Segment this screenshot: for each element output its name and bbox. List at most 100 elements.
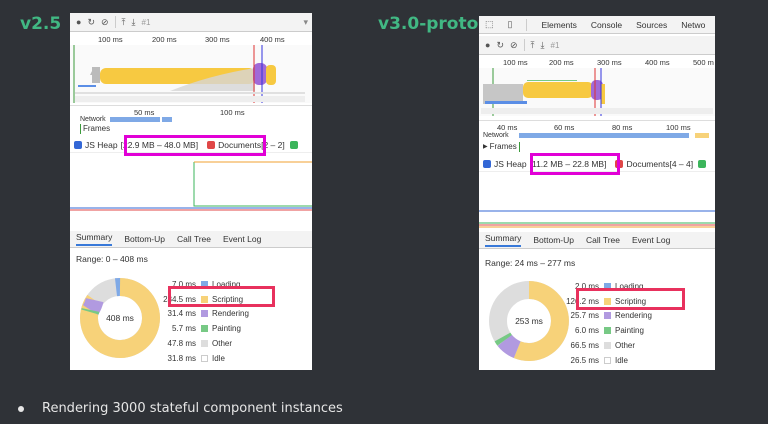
right-frames-row[interactable]: ▶ Frames	[483, 141, 520, 152]
legend-row-painting: 6.0 ms Painting	[574, 326, 644, 336]
ruler-tick-label: 100 ms	[98, 35, 123, 44]
js-heap-checkbox[interactable]	[483, 160, 491, 168]
left-overview-ruler: 100 ms 200 ms 300 ms 400 ms	[70, 33, 312, 45]
ruler-tick-label: 400 ms	[645, 58, 670, 67]
left-devtools-panel: ● ↻ ⊘ ⤒ ⤓ #1 ▾ 100 ms 200 ms 300 ms 400 …	[70, 13, 312, 370]
js-heap-range: [11.2 MB – 22.8 MB]	[529, 159, 607, 169]
nodes-checkbox[interactable]	[289, 141, 298, 149]
right-summary-donut: 253 ms	[487, 279, 571, 363]
left-frames-row[interactable]: Frames	[80, 123, 110, 134]
reload-icon[interactable]: ↻	[496, 39, 504, 50]
devtools-tab-sources[interactable]: Sources	[636, 19, 668, 30]
right-overview-ruler: 100 ms 200 ms 300 ms 400 ms 500 m	[479, 56, 715, 68]
legend-row-other: 47.8 ms Other	[167, 339, 233, 349]
devtools-tab-network[interactable]: Netwo	[681, 19, 706, 30]
ruler-tick-label: 300 ms	[205, 35, 230, 44]
right-devtools-panel: ⬚ ▯ Elements Console Sources Netwo ● ↻ ⊘…	[479, 16, 715, 370]
right-summary-legend: 2.0 ms Loading 126.2 ms Scripting 25.7 ms R…	[559, 279, 652, 368]
devtools-tab-elements[interactable]: Elements	[541, 19, 577, 30]
right-version-title: v3.0-proto	[378, 14, 479, 34]
left-toolbar: ● ↻ ⊘ ⤒ ⤓ #1 ▾	[70, 13, 312, 32]
legend-row-idle: 26.5 ms Idle	[570, 355, 628, 365]
slide-bullet: Rendering 3000 stateful component instan…	[18, 401, 343, 416]
tab-call-tree[interactable]: Call Tree	[586, 235, 621, 245]
left-summary-donut: 408 ms	[78, 276, 162, 360]
download-icon[interactable]: ⤓	[131, 16, 136, 27]
left-range-label: Range: 0 – 408 ms	[76, 254, 148, 264]
clear-icon[interactable]: ⊘	[509, 39, 518, 50]
dropdown-icon[interactable]: ▾	[303, 16, 308, 27]
left-detail-ruler: 50 ms 100 ms	[70, 105, 312, 118]
ruler-tick-label: 500 m	[693, 58, 714, 67]
tab-bottom-up[interactable]: Bottom-Up	[533, 235, 574, 245]
left-memory-counters: JS Heap [22.9 MB – 48.0 MB] Documents[2 …	[70, 138, 312, 153]
right-bottom-tabs: Summary Bottom-Up Call Tree Event Log	[479, 232, 715, 249]
donut-total: 253 ms	[515, 316, 543, 326]
recording-counter[interactable]: #1	[141, 17, 151, 27]
ruler-tick-label: 50 ms	[134, 108, 155, 117]
tab-event-log[interactable]: Event Log	[223, 234, 262, 244]
tab-summary[interactable]: Summary	[76, 232, 113, 246]
left-bottom-tabs: Summary Bottom-Up Call Tree Event Log	[70, 231, 312, 248]
upload-icon[interactable]: ⤒	[121, 16, 126, 27]
ruler-tick-label: 100 ms	[503, 58, 528, 67]
legend-row-idle: 31.8 ms Idle	[167, 353, 225, 363]
devtools-tab-console[interactable]: Console	[590, 19, 623, 30]
frames-label: Frames	[489, 142, 517, 151]
right-devtools-tabbar: ⬚ ▯ Elements Console Sources Netwo	[479, 16, 715, 34]
documents-label: Documents[4 – 4]	[626, 159, 694, 169]
network-label: Network	[80, 116, 106, 123]
right-overview-chart	[479, 68, 715, 116]
scripting-highlight-box	[168, 286, 275, 307]
documents-checkbox[interactable]	[207, 141, 216, 149]
toolbar-divider	[526, 18, 528, 31]
device-icon[interactable]: ▯	[507, 19, 513, 29]
ruler-tick-label: 80 ms	[612, 123, 633, 132]
left-network-row[interactable]: Network	[70, 116, 312, 123]
legend-row-painting: 5.7 ms Painting	[171, 324, 241, 334]
ruler-tick-label: 40 ms	[497, 123, 518, 132]
legend-row-loading: 2.0 ms Loading	[574, 281, 644, 291]
toolbar-divider	[114, 16, 116, 28]
ruler-tick-label: 60 ms	[554, 123, 575, 132]
tab-summary[interactable]: Summary	[485, 233, 522, 247]
ruler-tick-label: 200 ms	[152, 35, 177, 44]
left-timeline-overview[interactable]	[70, 45, 312, 103]
inspect-icon[interactable]: ⬚	[485, 19, 494, 29]
left-summary-legend: 7.0 ms Loading 284.5 ms Scripting 31.4 ms R…	[156, 277, 249, 366]
donut-total: 408 ms	[106, 313, 134, 323]
scripting-highlight-box	[576, 288, 685, 310]
right-range-label: Range: 24 ms – 277 ms	[485, 258, 576, 268]
nodes-checkbox[interactable]	[698, 160, 707, 168]
record-icon[interactable]: ●	[76, 16, 82, 27]
right-timeline-overview[interactable]	[479, 68, 715, 116]
toolbar-divider	[523, 39, 525, 51]
bullet-dot-icon	[18, 405, 24, 412]
documents-label: Documents[2 – 2]	[218, 140, 285, 150]
upload-icon[interactable]: ⤒	[530, 39, 535, 50]
right-network-row[interactable]: Network	[479, 132, 715, 139]
js-heap-label: JS Heap	[85, 140, 118, 150]
ruler-tick-label: 200 ms	[549, 58, 574, 67]
js-heap-label: JS Heap	[494, 159, 527, 169]
js-heap-checkbox[interactable]	[74, 141, 82, 149]
bullet-text: Rendering 3000 stateful component instan…	[42, 401, 343, 416]
right-detail-ruler: 40 ms 60 ms 80 ms 100 ms	[479, 120, 715, 133]
legend-row-scripting: 284.5 ms Scripting	[163, 294, 244, 304]
reload-icon[interactable]: ↻	[87, 16, 95, 27]
download-icon[interactable]: ⤓	[540, 39, 545, 50]
ruler-tick-label: 400 ms	[260, 35, 285, 44]
expand-icon[interactable]: ▶	[483, 144, 488, 150]
legend-row-rendering: 31.4 ms Rendering	[167, 309, 249, 319]
tab-bottom-up[interactable]: Bottom-Up	[124, 234, 165, 244]
clear-icon[interactable]: ⊘	[100, 16, 109, 27]
left-memory-graph	[70, 154, 312, 224]
legend-row-loading: 7.0 ms Loading	[171, 279, 241, 289]
recording-counter[interactable]: #1	[550, 40, 560, 50]
heap-highlight-box	[530, 153, 620, 175]
tab-call-tree[interactable]: Call Tree	[177, 234, 212, 244]
record-icon[interactable]: ●	[485, 39, 491, 50]
tab-event-log[interactable]: Event Log	[632, 235, 671, 245]
right-toolbar: ● ↻ ⊘ ⤒ ⤓ #1	[479, 36, 715, 55]
heap-highlight-box	[124, 135, 266, 156]
